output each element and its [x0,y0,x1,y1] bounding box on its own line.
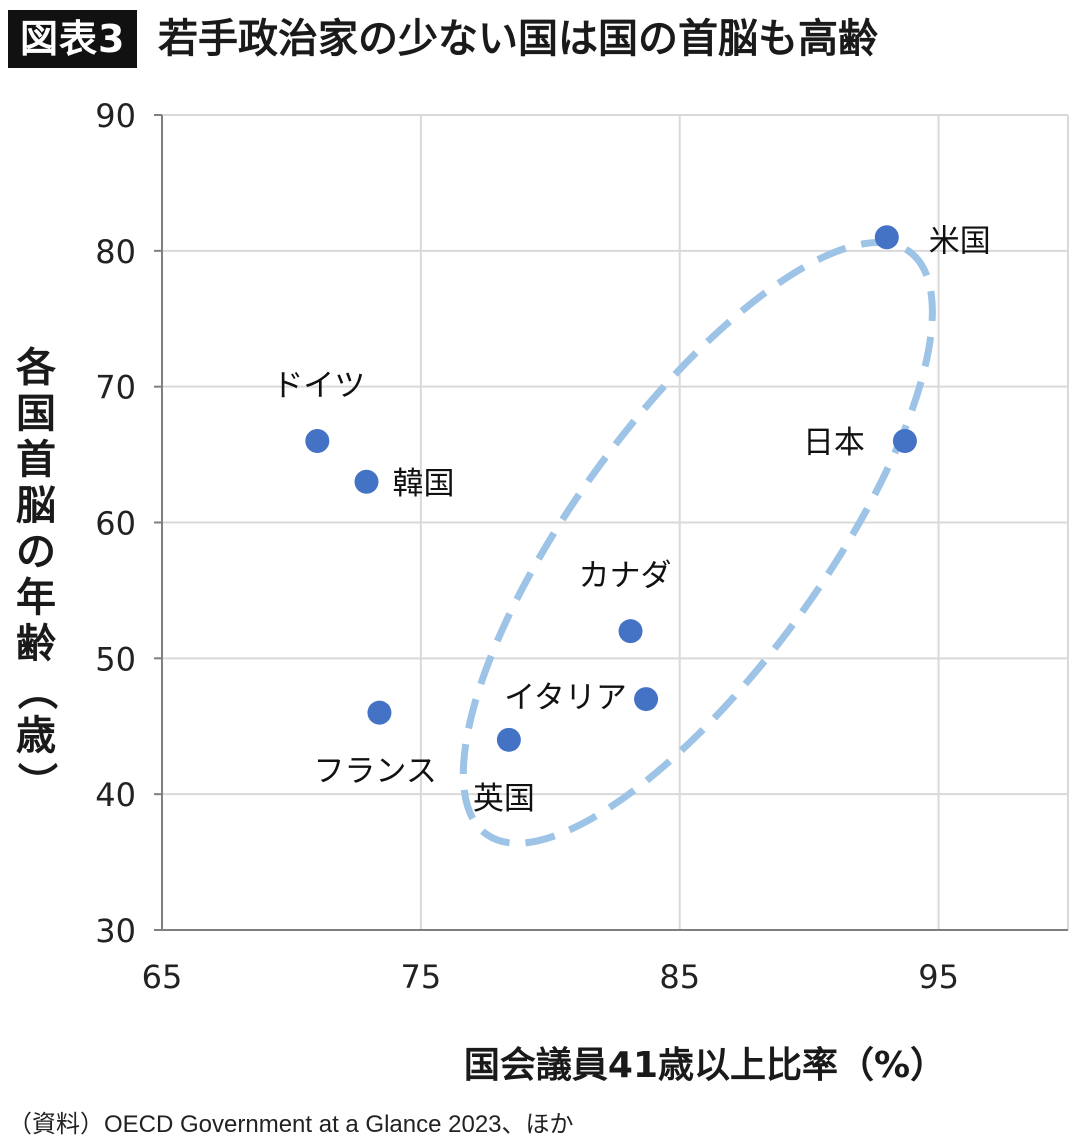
point-label: 日本 [803,425,865,461]
data-point [634,687,659,712]
y-axis-label-char: 歳 [16,713,56,759]
figure-badge: 図表3 [8,10,138,68]
data-point [618,619,643,644]
highlight-ellipse [459,239,936,847]
y-axis-label-char: 首 [16,437,56,483]
x-tick-label: 75 [400,958,441,996]
y-tick-label: 60 [95,505,136,543]
y-axis-label-char: 脳 [16,483,56,529]
point-label: 米国 [929,223,991,259]
y-axis-label-char: 国 [16,391,56,437]
x-tick-label: 65 [142,958,183,996]
y-tick-label: 40 [95,776,136,814]
y-tick-label: 70 [95,369,136,407]
data-point [354,469,379,494]
point-label: カナダ [579,558,672,594]
point-label: ドイツ [272,368,365,404]
point-label: フランス [313,754,436,790]
data-point [305,429,330,453]
point-label: 韓国 [392,466,454,502]
data-point [367,700,392,725]
x-axis-label: 国会議員41歳以上比率（%） [464,1045,946,1086]
y-axis-label: 各国首脳の年齢（歳） [12,345,60,805]
y-axis-label-char: 各 [16,345,56,391]
point-label: 英国 [473,781,535,817]
header: 図表3 若手政治家の少ない国は国の首脳も高齢 [0,0,1080,80]
y-tick-label: 90 [95,97,136,135]
y-tick-label: 80 [95,233,136,271]
y-axis-label-char: 齢 [16,621,56,667]
chart-title: 若手政治家の少ない国は国の首脳も高齢 [158,16,878,62]
y-axis-label-char: の [16,529,56,575]
source-note: （資料）OECD Government at a Glance 2023、ほか [8,1111,574,1138]
data-point [892,429,917,453]
y-tick-label: 30 [95,912,136,950]
y-axis-label-char: 年 [16,575,56,621]
data-point [496,727,521,752]
y-tick-label: 50 [95,640,136,678]
x-tick-label: 95 [918,958,959,996]
x-tick-label: 85 [659,958,700,996]
point-label: イタリア [504,680,627,716]
data-point [874,225,899,250]
